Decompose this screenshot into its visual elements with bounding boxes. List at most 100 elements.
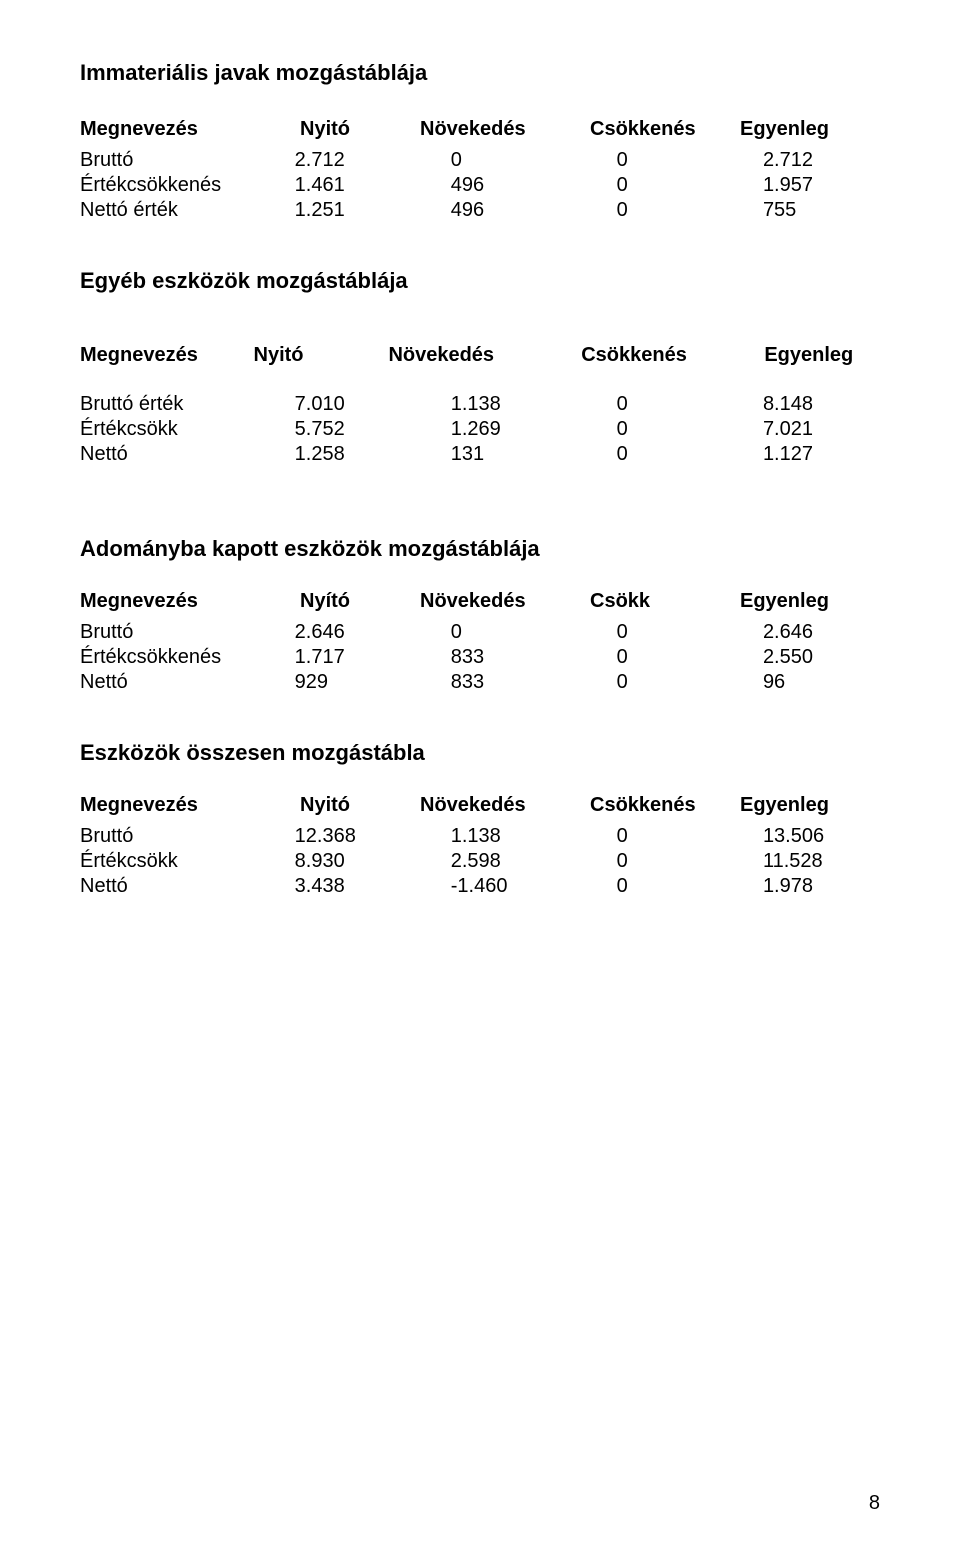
cell: 0 [617,199,763,222]
row-label: Értékcsökk [80,418,295,441]
table-row: Értékcsökk 5.752 1.269 0 7.021 [80,418,880,441]
table-header: Megnevezés Nyitó Növekedés Csökkenés Egy… [80,118,880,141]
cell: 2.646 [763,621,880,644]
row-label: Bruttó [80,621,295,644]
cell: 2.598 [451,850,617,873]
row-label: Nettó [80,875,295,898]
row-label: Bruttó [80,825,295,848]
col-header-csokkenes: Csökkenés [581,344,764,367]
cell: 1.127 [763,443,880,466]
section-adomanyba: Adományba kapott eszközök mozgástáblája … [80,536,880,694]
col-header-egyenleg: Egyenleg [740,590,860,613]
cell: 131 [451,443,617,466]
table-row: Nettó 3.438 -1.460 0 1.978 [80,875,880,898]
col-header-nyito: Nyitó [300,118,420,141]
col-header-egyenleg: Egyenleg [764,344,880,367]
cell: 2.646 [295,621,451,644]
cell: -1.460 [451,875,617,898]
col-header-nyito: Nyitó [300,794,420,817]
col-header-novekedes: Növekedés [388,344,581,367]
cell: 8.930 [295,850,451,873]
col-header-novekedes: Növekedés [420,118,590,141]
table-header: Megnevezés Nyító Növekedés Csökk Egyenle… [80,590,880,613]
table-row: Nettó érték 1.251 496 0 755 [80,199,880,222]
cell: 0 [617,621,763,644]
cell: 2.712 [295,149,451,172]
cell: 0 [617,149,763,172]
cell: 12.368 [295,825,451,848]
cell: 11.528 [763,850,880,873]
cell: 13.506 [763,825,880,848]
row-label: Nettó érték [80,199,295,222]
table-row: Értékcsökkenés 1.717 833 0 2.550 [80,646,880,669]
cell: 1.978 [763,875,880,898]
table-header: Megnevezés Nyitó Növekedés Csökkenés Egy… [80,344,880,367]
row-label: Nettó [80,671,295,694]
page-number: 8 [869,1492,880,1515]
cell: 3.438 [295,875,451,898]
section-egyeb-eszkozok: Egyéb eszközök mozgástáblája Megnevezés … [80,268,880,466]
table-row: Nettó 1.258 131 0 1.127 [80,443,880,466]
table-row: Nettó 929 833 0 96 [80,671,880,694]
col-header-megnevezes: Megnevezés [80,344,254,367]
section-title: Adományba kapott eszközök mozgástáblája [80,536,880,562]
section-eszkozok-osszesen: Eszközök összesen mozgástábla Megnevezés… [80,740,880,898]
cell: 0 [617,875,763,898]
col-header-megnevezes: Megnevezés [80,590,300,613]
section-title: Egyéb eszközök mozgástáblája [80,268,880,294]
cell: 833 [451,671,617,694]
col-header-csokkenes: Csökkenés [590,118,740,141]
cell: 1.258 [295,443,451,466]
cell: 7.010 [295,393,451,416]
cell: 0 [617,671,763,694]
table-row: Bruttó érték 7.010 1.138 0 8.148 [80,393,880,416]
cell: 833 [451,646,617,669]
table-row: Bruttó 2.646 0 0 2.646 [80,621,880,644]
cell: 1.269 [451,418,617,441]
section-title: Immateriális javak mozgástáblája [80,60,880,86]
cell: 1.717 [295,646,451,669]
cell: 0 [617,418,763,441]
cell: 0 [617,646,763,669]
col-header-csokkenes: Csökkenés [590,794,740,817]
table-row: Bruttó 12.368 1.138 0 13.506 [80,825,880,848]
cell: 1.957 [763,174,880,197]
cell: 2.550 [763,646,880,669]
cell: 2.712 [763,149,880,172]
cell: 1.251 [295,199,451,222]
cell: 755 [763,199,880,222]
table-row: Értékcsökk 8.930 2.598 0 11.528 [80,850,880,873]
cell: 0 [617,174,763,197]
row-label: Nettó [80,443,295,466]
col-header-egyenleg: Egyenleg [740,794,860,817]
cell: 0 [617,850,763,873]
cell: 496 [451,174,617,197]
cell: 96 [763,671,880,694]
cell: 1.138 [451,393,617,416]
col-header-nyito: Nyitó [254,344,389,367]
table-row: Bruttó 2.712 0 0 2.712 [80,149,880,172]
cell: 1.138 [451,825,617,848]
col-header-novekedes: Növekedés [420,794,590,817]
col-header-megnevezes: Megnevezés [80,118,300,141]
col-header-megnevezes: Megnevezés [80,794,300,817]
table-row: Értékcsökkenés 1.461 496 0 1.957 [80,174,880,197]
col-header-egyenleg: Egyenleg [740,118,860,141]
col-header-novekedes: Növekedés [420,590,590,613]
cell: 0 [451,621,617,644]
row-label: Értékcsökkenés [80,174,295,197]
row-label: Értékcsökkenés [80,646,295,669]
cell: 0 [617,443,763,466]
cell: 496 [451,199,617,222]
cell: 0 [617,393,763,416]
section-title: Eszközök összesen mozgástábla [80,740,880,766]
cell: 5.752 [295,418,451,441]
row-label: Bruttó érték [80,393,295,416]
row-label: Értékcsökk [80,850,295,873]
row-label: Bruttó [80,149,295,172]
cell: 1.461 [295,174,451,197]
cell: 929 [295,671,451,694]
col-header-csokk: Csökk [590,590,740,613]
section-immaterialis: Immateriális javak mozgástáblája Megneve… [80,60,880,222]
col-header-nyito: Nyító [300,590,420,613]
